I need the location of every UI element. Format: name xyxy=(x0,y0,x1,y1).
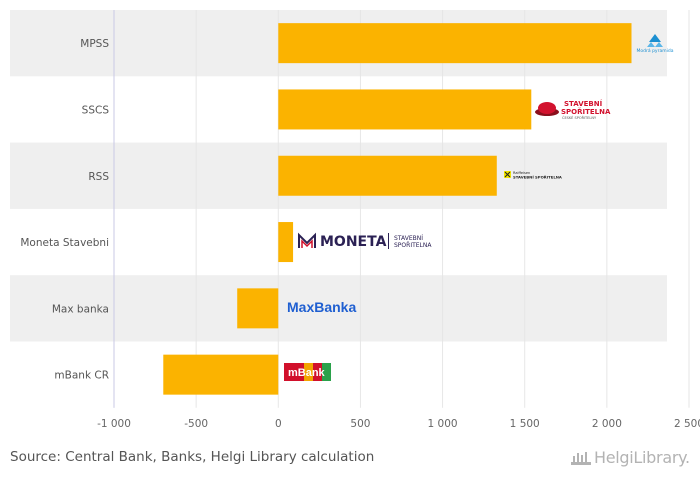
x-tick-label: 1 500 xyxy=(510,418,540,430)
bar xyxy=(278,23,632,64)
x-tick-label: 2 500 xyxy=(674,418,700,430)
logo-sscs: STAVEBNÍ SPOŘITELNA ČESKÉ SPOŘITELNY xyxy=(535,99,611,120)
x-tick-label: 2 000 xyxy=(592,418,622,430)
svg-text:STAVEBNÍ: STAVEBNÍ xyxy=(394,235,423,242)
category-label: mBank CR xyxy=(54,370,109,382)
bar xyxy=(278,155,497,196)
row-band xyxy=(10,275,667,342)
category-label: Max banka xyxy=(52,303,109,315)
logo-mbank: mBank xyxy=(284,363,331,381)
x-tick-label: 0 xyxy=(275,418,282,430)
category-label: SSCS xyxy=(82,104,110,116)
svg-text:SPOŘITELNA: SPOŘITELNA xyxy=(394,241,432,249)
source-note: Source: Central Bank, Banks, Helgi Libra… xyxy=(10,449,375,465)
bars xyxy=(163,23,632,395)
bar xyxy=(237,288,279,329)
x-tick-label: 1 000 xyxy=(428,418,458,430)
x-tick-label: 500 xyxy=(350,418,370,430)
x-tick-label: -500 xyxy=(184,418,208,430)
category-label: Moneta Stavebni xyxy=(20,237,109,249)
brand-text: HelgiLibrary. xyxy=(594,448,690,467)
svg-text:STAVEBNÍ SPOŘITELNA: STAVEBNÍ SPOŘITELNA xyxy=(513,175,562,180)
logo-modra-pyramida: Modrá pyramida xyxy=(637,34,674,54)
helgi-library-brand[interactable]: HelgiLibrary. xyxy=(570,448,690,467)
gridlines xyxy=(113,10,690,408)
logo-raiffeisen: Raiffeisen STAVEBNÍ SPOŘITELNA xyxy=(504,171,562,180)
category-label: MPSS xyxy=(80,38,109,50)
logo-maxbanka: MaxBanka xyxy=(287,299,356,315)
category-label: RSS xyxy=(88,171,109,183)
svg-text:Raiffeisen: Raiffeisen xyxy=(513,171,530,175)
svg-text:MONETA: MONETA xyxy=(320,234,387,250)
bar xyxy=(278,222,294,263)
category-labels: MPSS SSCS RSS Moneta Stavebni Max banka mBank… xyxy=(20,38,110,382)
svg-text:mBank: mBank xyxy=(288,367,326,379)
svg-text:Modrá pyramida: Modrá pyramida xyxy=(637,47,674,54)
svg-text:MaxBanka: MaxBanka xyxy=(287,299,356,315)
bar xyxy=(163,354,279,395)
x-tick-labels: -1 000 -500 0 500 1 000 1 500 2 000 2 500 xyxy=(97,418,700,430)
library-building-icon xyxy=(571,452,591,465)
x-tick-label: -1 000 xyxy=(97,418,131,430)
logo-moneta: MONETA STAVEBNÍ SPOŘITELNA xyxy=(298,232,432,250)
svg-text:ČESKÉ SPOŘITELNY: ČESKÉ SPOŘITELNY xyxy=(562,115,597,120)
bar xyxy=(278,89,532,130)
svg-text:STAVEBNÍ: STAVEBNÍ xyxy=(564,99,603,108)
svg-text:SPOŘITELNA: SPOŘITELNA xyxy=(561,107,611,116)
